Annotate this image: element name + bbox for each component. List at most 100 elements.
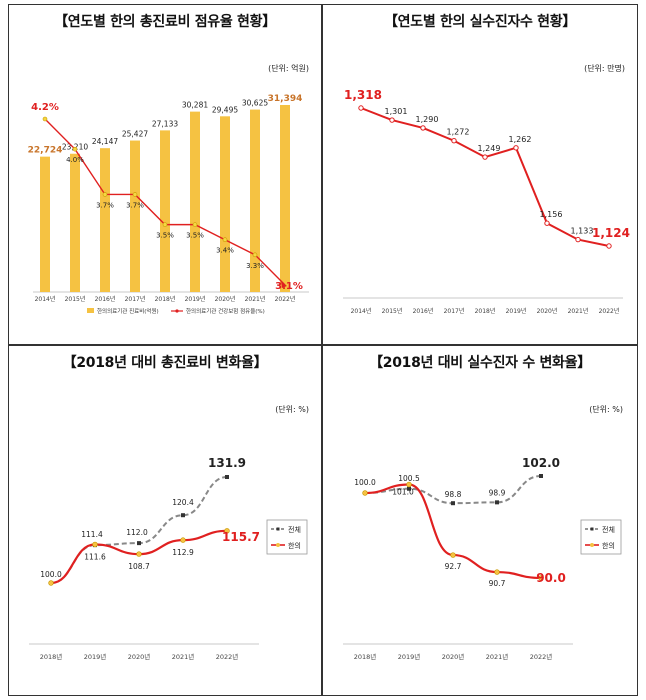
x-tick-label: 2015년 (65, 295, 86, 303)
patients-point (420, 125, 426, 131)
patients-point (482, 154, 488, 160)
bar-value-label: 25,427 (122, 130, 148, 139)
bar-value-label: 30,625 (242, 99, 268, 108)
legend-swatch-total-marker (590, 527, 594, 531)
x-tick-label: 2018년 (155, 295, 176, 303)
share-value-label: 3.7% (96, 201, 114, 209)
total-value-label: 98.9 (489, 488, 506, 497)
legend-label-kmed: 한의 (602, 541, 615, 550)
x-tick-label: 2022년 (275, 295, 296, 303)
bar (280, 105, 290, 292)
total-point (451, 501, 455, 506)
bar (160, 130, 170, 292)
kmed-value-label: 90.7 (489, 579, 506, 588)
chart-svg: (단위: %) 111.4 112.0 120.4 131.9 100.0 111.6 108… (29, 404, 309, 661)
legend-box (580, 519, 622, 555)
x-tick-label: 2019년 (84, 652, 107, 661)
share-point (132, 192, 138, 197)
patients-value-label: 1,262 (509, 135, 532, 144)
unit-label: (단위: %) (589, 404, 623, 414)
legend-label-total: 전체 (602, 525, 615, 534)
x-tick-label: 2018년 (475, 307, 496, 315)
bar (220, 116, 230, 292)
total-point (137, 541, 141, 546)
x-tick-label: 2020년 (442, 652, 465, 661)
patients-value-label: 1,301 (385, 107, 408, 116)
patients-value-label: 1,249 (478, 144, 501, 153)
x-tick-label: 2014년 (351, 307, 372, 315)
share-point (252, 252, 258, 258)
patients-value-label: 1,124 (592, 226, 630, 240)
kmed-point (48, 580, 54, 586)
x-tick-label: 2021년 (568, 307, 589, 315)
patients-line (360, 107, 610, 247)
chart-title: 【연도별 한의 총진료비 점유율 현황】 (54, 14, 276, 30)
x-tick-label: 2021년 (245, 295, 266, 303)
share-point (102, 192, 108, 197)
total-point (495, 500, 499, 505)
chart-title: 【연도별 한의 실수진자수 현황】 (383, 14, 577, 30)
patients-value-label: 1,318 (344, 88, 382, 102)
patients-point (389, 117, 395, 123)
total-point (407, 486, 411, 491)
x-tick-label: 2019년 (506, 307, 527, 315)
legend-swatch-kmed-marker (590, 543, 594, 547)
total-value-label: 112.0 (126, 528, 148, 537)
bar (130, 140, 140, 292)
kmed-point (494, 569, 500, 575)
x-tick-label: 2019년 (398, 652, 421, 661)
total-value-label: 100.5 (398, 474, 420, 483)
x-tick-label: 2016년 (95, 295, 116, 303)
patients-point (451, 138, 457, 144)
x-tick-label: 2020년 (537, 307, 558, 315)
kmed-point (450, 552, 456, 558)
x-tick-label: 2021년 (172, 652, 195, 661)
unit-label: (단위: 만명) (584, 63, 625, 73)
kmed-value-label: 111.6 (84, 552, 106, 561)
bar (190, 111, 200, 293)
bar-value-label: 29,495 (212, 105, 238, 114)
chart-svg: (단위: 억원)22,72423,21024,14725,42727,13330… (28, 63, 309, 315)
bar-value-label: 30,281 (182, 101, 208, 110)
patients-value-label: 1,133 (571, 227, 594, 236)
legend-box (266, 519, 308, 555)
panel-cost-change-rate: 【2018년 대비 총진료비 변화율】 (단위: %) 111.4 112.0 120… (8, 345, 322, 696)
share-point (42, 116, 48, 122)
kmed-point (92, 541, 98, 548)
kmed-value-label: 100.0 (354, 478, 376, 487)
x-tick-label: 2019년 (185, 295, 206, 303)
share-value-label: 4.0% (66, 156, 84, 164)
share-point (192, 222, 198, 227)
kmed-value-label: 100.0 (40, 570, 62, 579)
kmed-value-label: 112.9 (172, 548, 194, 557)
x-tick-label: 2017년 (444, 307, 465, 315)
x-tick-label: 2014년 (35, 295, 56, 303)
total-point (539, 474, 543, 478)
x-tick-label: 2022년 (599, 307, 620, 315)
x-tick-label: 2018년 (40, 652, 63, 661)
share-point (72, 146, 78, 152)
total-value-label: 131.9 (208, 456, 246, 470)
panel-total-cost-share: 【연도별 한의 총진료비 점유율 현황】 (단위: 억원)22,72423,21… (8, 4, 322, 345)
total-value-label: 98.8 (445, 490, 462, 499)
bar (40, 156, 50, 292)
x-tick-label: 2015년 (382, 307, 403, 315)
total-value-label: 120.4 (172, 498, 194, 507)
patients-point (513, 145, 519, 151)
kmed-point (406, 481, 412, 488)
bar-value-label: 22,724 (28, 146, 63, 156)
bar-value-label: 31,394 (268, 94, 303, 104)
share-value-label: 3.3% (246, 262, 264, 270)
share-value-label: 3.5% (186, 232, 204, 240)
bar (250, 109, 260, 292)
x-tick-label: 2022년 (216, 652, 239, 661)
kmed-point (538, 575, 544, 581)
kmed-value-label: 90.0 (536, 571, 566, 585)
share-value-label: 3.1% (275, 281, 303, 292)
panel-patient-count: 【연도별 한의 실수진자수 현황】 (단위: 만명) 1,318 1,301 1,29… (322, 4, 638, 345)
unit-label: (단위: 억원) (268, 63, 309, 73)
x-tick-label: 2020년 (128, 652, 151, 661)
kmed-line (50, 529, 228, 585)
